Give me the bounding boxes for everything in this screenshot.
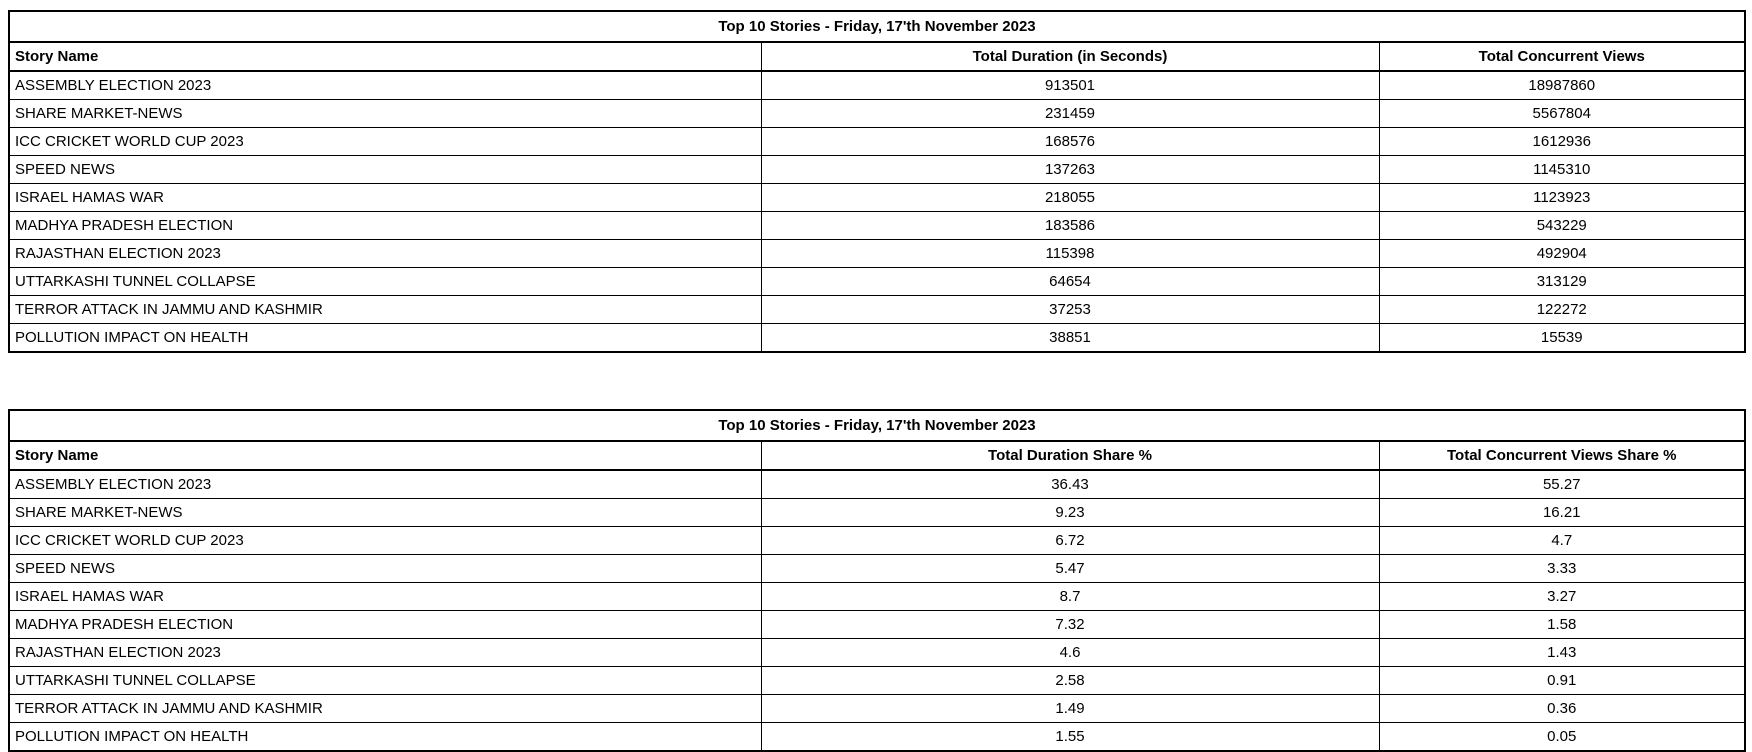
- duration-cell: 64654: [760, 267, 1380, 296]
- story-name-cell: UTTARKASHI TUNNEL COLLAPSE: [8, 267, 762, 296]
- story-name-cell: ICC CRICKET WORLD CUP 2023: [8, 127, 762, 156]
- duration-share-cell: 2.58: [760, 666, 1380, 695]
- story-name-cell: TERROR ATTACK IN JAMMU AND KASHMIR: [8, 295, 762, 324]
- views-cell: 492904: [1378, 239, 1746, 268]
- views-cell: 1612936: [1378, 127, 1746, 156]
- story-name-cell: MADHYA PRADESH ELECTION: [8, 610, 762, 639]
- duration-share-cell: 7.32: [760, 610, 1380, 639]
- views-cell: 5567804: [1378, 99, 1746, 128]
- column-header-total-concurrent-views: Total Concurrent Views: [1378, 41, 1746, 72]
- table-row: ISRAEL HAMAS WAR 218055 1123923: [8, 183, 1746, 212]
- views-share-cell: 1.43: [1378, 638, 1746, 667]
- table-row: SPEED NEWS 5.47 3.33: [8, 554, 1746, 583]
- table-row: UTTARKASHI TUNNEL COLLAPSE 64654 313129: [8, 267, 1746, 296]
- story-name-cell: POLLUTION IMPACT ON HEALTH: [8, 323, 762, 353]
- top-stories-share-table: Top 10 Stories - Friday, 17'th November …: [8, 409, 1746, 752]
- story-name-cell: RAJASTHAN ELECTION 2023: [8, 638, 762, 667]
- table-row: SHARE MARKET-NEWS 9.23 16.21: [8, 498, 1746, 527]
- views-cell: 18987860: [1378, 70, 1746, 100]
- views-share-cell: 3.27: [1378, 582, 1746, 611]
- story-name-cell: SHARE MARKET-NEWS: [8, 498, 762, 527]
- views-share-cell: 0.91: [1378, 666, 1746, 695]
- story-name-cell: ASSEMBLY ELECTION 2023: [8, 70, 762, 100]
- views-cell: 543229: [1378, 211, 1746, 240]
- table-row: UTTARKASHI TUNNEL COLLAPSE 2.58 0.91: [8, 666, 1746, 695]
- duration-share-cell: 9.23: [760, 498, 1380, 527]
- story-name-cell: POLLUTION IMPACT ON HEALTH: [8, 722, 762, 752]
- story-name-cell: ICC CRICKET WORLD CUP 2023: [8, 526, 762, 555]
- story-name-cell: ISRAEL HAMAS WAR: [8, 582, 762, 611]
- column-header-story-name: Story Name: [8, 440, 762, 471]
- story-name-cell: RAJASTHAN ELECTION 2023: [8, 239, 762, 268]
- duration-cell: 913501: [760, 70, 1380, 100]
- table-title: Top 10 Stories - Friday, 17'th November …: [8, 10, 1746, 43]
- duration-share-cell: 1.49: [760, 694, 1380, 723]
- views-share-cell: 3.33: [1378, 554, 1746, 583]
- duration-share-cell: 6.72: [760, 526, 1380, 555]
- duration-share-cell: 4.6: [760, 638, 1380, 667]
- views-share-cell: 16.21: [1378, 498, 1746, 527]
- duration-share-cell: 36.43: [760, 469, 1380, 499]
- views-share-cell: 1.58: [1378, 610, 1746, 639]
- duration-share-cell: 5.47: [760, 554, 1380, 583]
- views-cell: 122272: [1378, 295, 1746, 324]
- views-cell: 15539: [1378, 323, 1746, 353]
- table-row: ASSEMBLY ELECTION 2023 913501 18987860: [8, 70, 1746, 100]
- story-name-cell: SPEED NEWS: [8, 554, 762, 583]
- story-name-cell: UTTARKASHI TUNNEL COLLAPSE: [8, 666, 762, 695]
- duration-cell: 38851: [760, 323, 1380, 353]
- views-share-cell: 55.27: [1378, 469, 1746, 499]
- story-name-cell: ASSEMBLY ELECTION 2023: [8, 469, 762, 499]
- column-header-story-name: Story Name: [8, 41, 762, 72]
- table-row: TERROR ATTACK IN JAMMU AND KASHMIR 1.49 …: [8, 694, 1746, 723]
- table-header-row: Story Name Total Duration (in Seconds) T…: [8, 41, 1746, 72]
- table-row: RAJASTHAN ELECTION 2023 115398 492904: [8, 239, 1746, 268]
- views-cell: 1123923: [1378, 183, 1746, 212]
- table-row: POLLUTION IMPACT ON HEALTH 1.55 0.05: [8, 722, 1746, 752]
- table-row: RAJASTHAN ELECTION 2023 4.6 1.43: [8, 638, 1746, 667]
- table-row: MADHYA PRADESH ELECTION 7.32 1.58: [8, 610, 1746, 639]
- duration-share-cell: 8.7: [760, 582, 1380, 611]
- duration-cell: 115398: [760, 239, 1380, 268]
- table-title: Top 10 Stories - Friday, 17'th November …: [8, 409, 1746, 442]
- duration-share-cell: 1.55: [760, 722, 1380, 752]
- duration-cell: 168576: [760, 127, 1380, 156]
- duration-cell: 37253: [760, 295, 1380, 324]
- story-name-cell: SPEED NEWS: [8, 155, 762, 184]
- views-cell: 313129: [1378, 267, 1746, 296]
- table-row: SPEED NEWS 137263 1145310: [8, 155, 1746, 184]
- views-share-cell: 4.7: [1378, 526, 1746, 555]
- story-name-cell: TERROR ATTACK IN JAMMU AND KASHMIR: [8, 694, 762, 723]
- table-row: ISRAEL HAMAS WAR 8.7 3.27: [8, 582, 1746, 611]
- views-share-cell: 0.36: [1378, 694, 1746, 723]
- story-name-cell: SHARE MARKET-NEWS: [8, 99, 762, 128]
- story-name-cell: MADHYA PRADESH ELECTION: [8, 211, 762, 240]
- duration-cell: 218055: [760, 183, 1380, 212]
- table-header-row: Story Name Total Duration Share % Total …: [8, 440, 1746, 471]
- story-name-cell: ISRAEL HAMAS WAR: [8, 183, 762, 212]
- duration-cell: 231459: [760, 99, 1380, 128]
- table-row: SHARE MARKET-NEWS 231459 5567804: [8, 99, 1746, 128]
- table-row: ICC CRICKET WORLD CUP 2023 6.72 4.7: [8, 526, 1746, 555]
- table-row: TERROR ATTACK IN JAMMU AND KASHMIR 37253…: [8, 295, 1746, 324]
- views-cell: 1145310: [1378, 155, 1746, 184]
- table-title-row: Top 10 Stories - Friday, 17'th November …: [8, 10, 1746, 43]
- views-share-cell: 0.05: [1378, 722, 1746, 752]
- table-row: MADHYA PRADESH ELECTION 183586 543229: [8, 211, 1746, 240]
- table-row: ICC CRICKET WORLD CUP 2023 168576 161293…: [8, 127, 1746, 156]
- duration-cell: 137263: [760, 155, 1380, 184]
- column-header-total-duration: Total Duration (in Seconds): [760, 41, 1380, 72]
- table-row: POLLUTION IMPACT ON HEALTH 38851 15539: [8, 323, 1746, 353]
- table-row: ASSEMBLY ELECTION 2023 36.43 55.27: [8, 469, 1746, 499]
- duration-cell: 183586: [760, 211, 1380, 240]
- top-stories-totals-table: Top 10 Stories - Friday, 17'th November …: [8, 10, 1746, 353]
- column-header-views-share: Total Concurrent Views Share %: [1378, 440, 1746, 471]
- table-title-row: Top 10 Stories - Friday, 17'th November …: [8, 409, 1746, 442]
- column-header-duration-share: Total Duration Share %: [760, 440, 1380, 471]
